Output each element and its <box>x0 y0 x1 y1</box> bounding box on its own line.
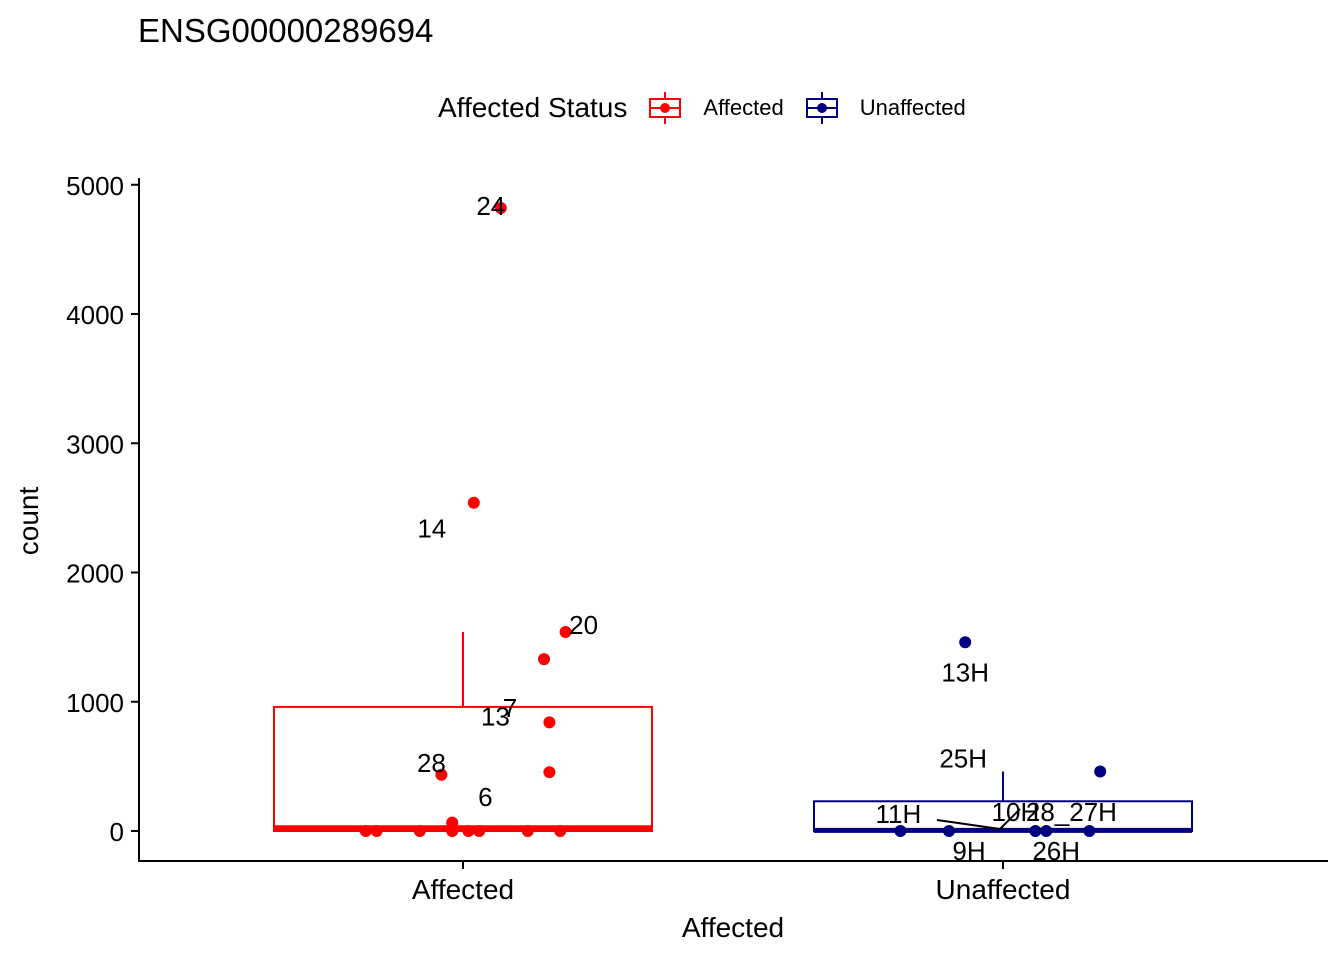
data-point <box>543 766 556 779</box>
x-tick-label: Unaffected <box>936 874 1071 905</box>
point-label: 13H <box>941 657 989 687</box>
y-axis-label: count <box>13 487 44 556</box>
chart-title: ENSG00000289694 <box>138 12 434 49</box>
label-leader-line <box>999 808 1021 830</box>
legend-item-unaffected: Unaffected <box>804 90 966 126</box>
data-point <box>1083 825 1096 837</box>
data-point <box>413 825 426 837</box>
label-leader-line <box>936 819 1001 830</box>
point-label: 28_27H <box>1026 797 1117 827</box>
data-point <box>559 625 572 638</box>
y-tick-label: 5000 <box>66 171 124 201</box>
data-point <box>359 825 372 837</box>
x-tick-label: Affected <box>412 874 514 905</box>
data-point <box>1094 765 1107 778</box>
data-point <box>943 825 955 837</box>
axes-layer: 0 1000 2000 3000 4000 5000 Affected Unaffected <box>66 171 1328 905</box>
data-point <box>1040 825 1053 837</box>
data-point <box>370 825 383 837</box>
data-point <box>554 825 567 837</box>
x-axis-label: Affected <box>682 912 784 943</box>
data-point <box>894 825 907 837</box>
point-label: 7 <box>503 693 517 723</box>
box-affected <box>273 631 653 832</box>
data-point <box>1029 825 1042 837</box>
point-label: 20 <box>569 610 598 640</box>
points-layer <box>359 202 1107 837</box>
point-label: 14 <box>417 514 446 544</box>
legend-title: Affected Status <box>438 92 628 123</box>
y-tick-label: 2000 <box>66 559 124 589</box>
data-point <box>543 716 556 729</box>
data-point <box>538 653 550 666</box>
legend-key-unaffected <box>805 92 838 124</box>
point-label: 11H <box>876 799 922 829</box>
legend-key-affected <box>649 92 682 124</box>
legend-label-unaffected: Unaffected <box>859 95 966 120</box>
data-point <box>467 496 480 509</box>
data-point <box>446 816 459 829</box>
y-tick-label: 3000 <box>66 429 124 459</box>
data-point <box>521 825 534 837</box>
point-label: 13 <box>481 701 510 731</box>
point-label: 25H <box>939 744 987 774</box>
data-point <box>462 825 475 837</box>
data-point <box>959 636 972 649</box>
point-label: 24 <box>476 191 505 221</box>
point-label: 10H <box>992 797 1040 827</box>
box-body <box>273 705 653 832</box>
data-point <box>473 825 486 837</box>
data-point <box>435 768 448 781</box>
point-label: 6 <box>478 782 492 812</box>
legend-label-affected: Affected <box>703 95 784 120</box>
boxes-layer <box>273 631 1193 833</box>
y-tick-label: 4000 <box>66 300 124 330</box>
data-point <box>446 825 459 837</box>
y-tick-label: 0 <box>110 817 124 847</box>
y-tick-label: 1000 <box>66 688 124 718</box>
legend: Affected Status Affected Unaffected <box>438 88 986 128</box>
data-point <box>494 202 507 215</box>
legend-item-affected: Affected <box>647 90 784 126</box>
point-label: 28 <box>417 748 446 778</box>
